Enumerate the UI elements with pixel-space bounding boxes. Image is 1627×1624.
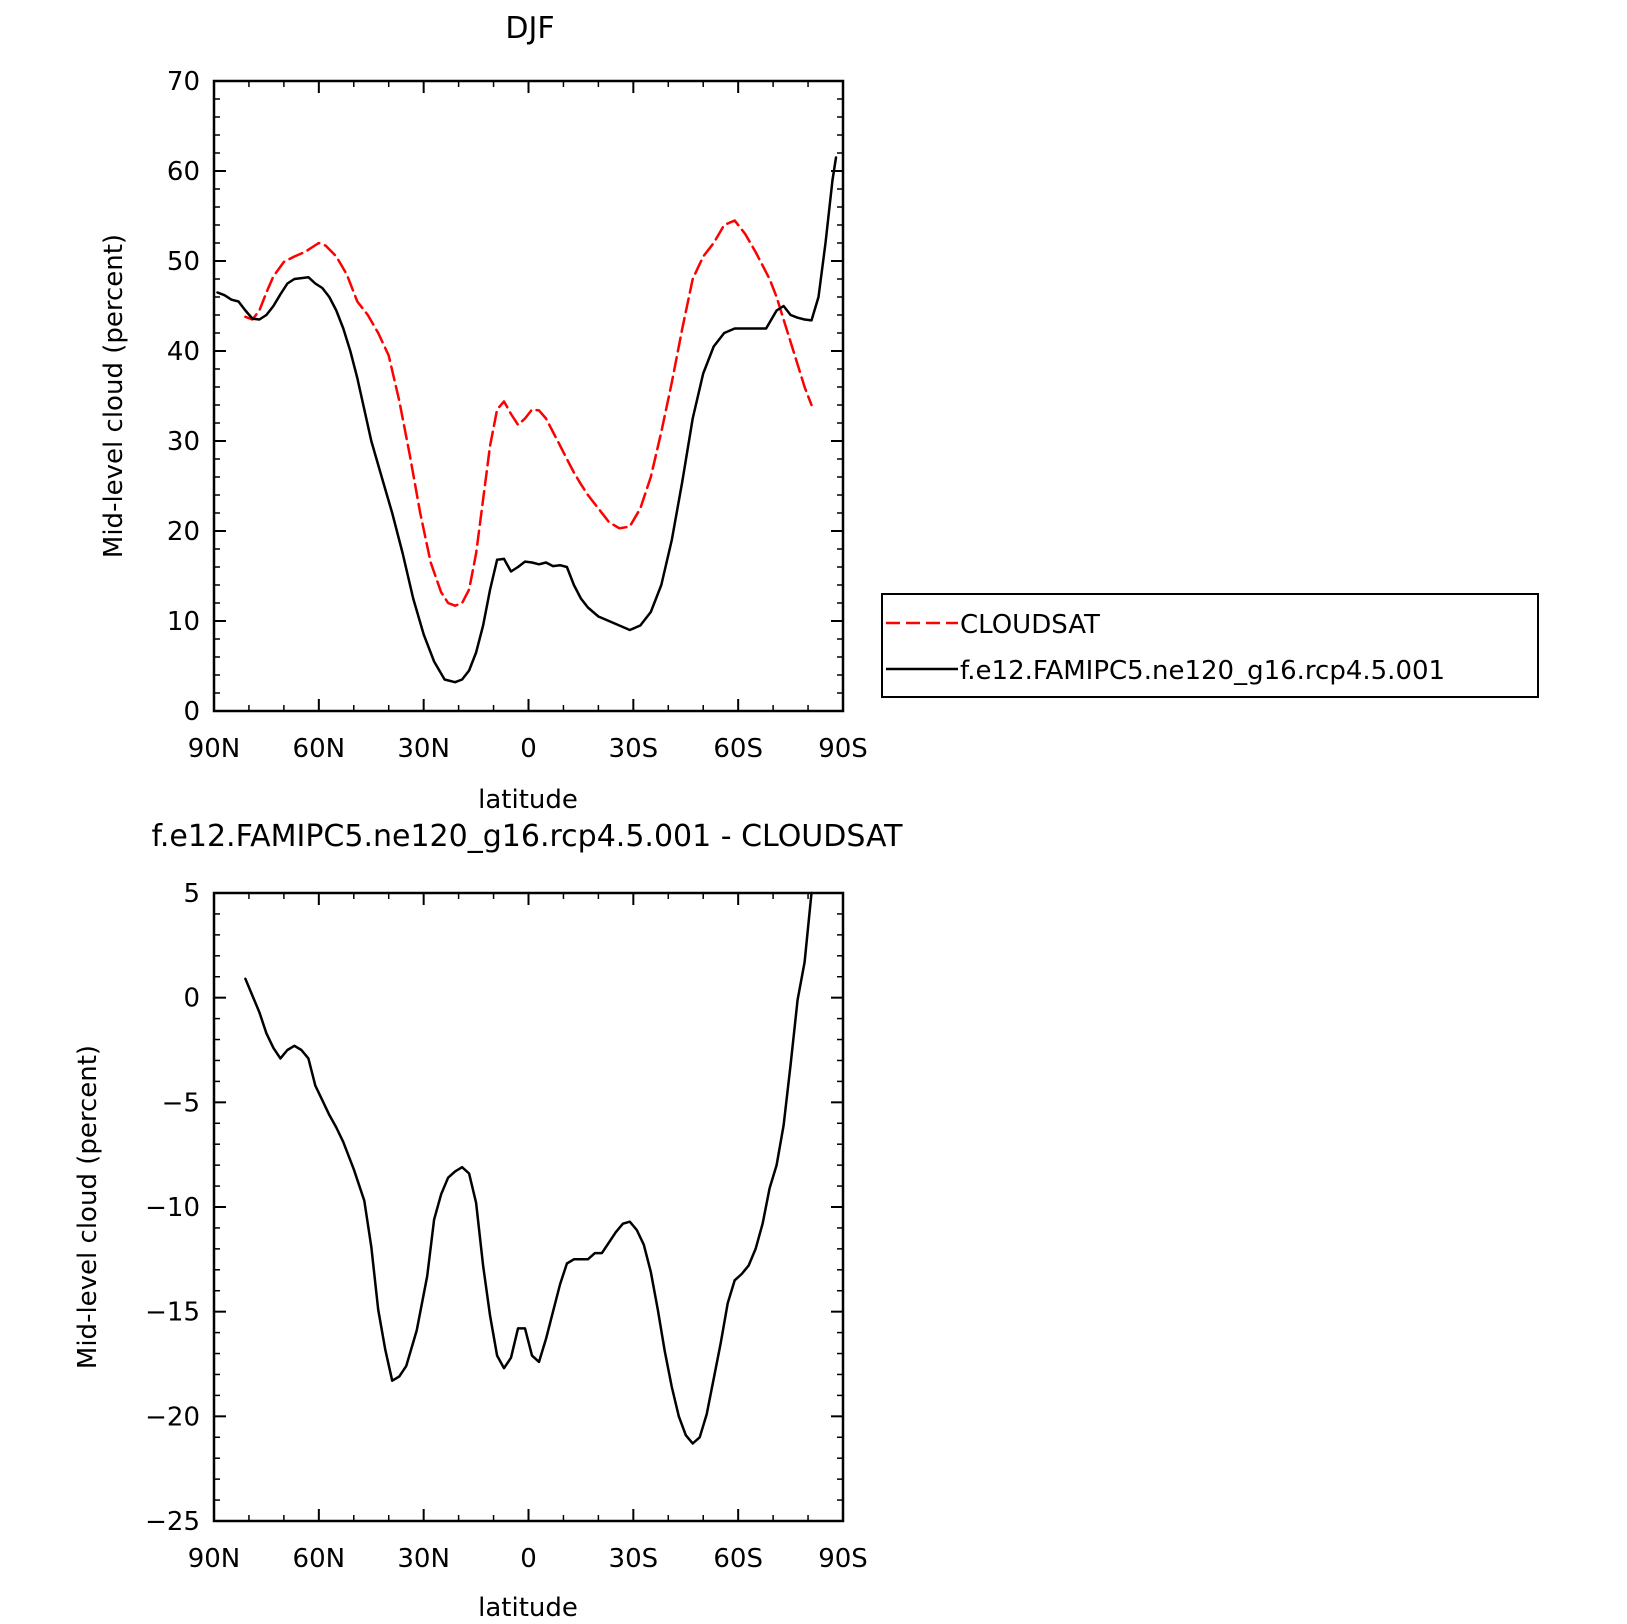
top-panel: DJF 90N 60N 30N 0 30S 60S 90S 010203040506070 … bbox=[99, 11, 1539, 815]
bottom-panel-frame bbox=[212, 891, 845, 1523]
y-tick-label: 70 bbox=[167, 67, 200, 97]
x-tick-label: 60N bbox=[293, 734, 346, 764]
top-panel-y-axis-label: Mid-level cloud (percent) bbox=[99, 234, 129, 558]
legend-box bbox=[881, 593, 1539, 698]
bottom-panel-y-axis-label: Mid-level cloud (percent) bbox=[73, 1045, 103, 1369]
y-tick-label: 0 bbox=[183, 984, 200, 1014]
cloudsat-series-line bbox=[244, 219, 813, 607]
y-tick-label: 40 bbox=[167, 337, 200, 367]
x-tick-label: 90N bbox=[188, 1544, 241, 1574]
x-tick-label: 60S bbox=[713, 734, 763, 764]
x-tick-label: 90N bbox=[188, 734, 241, 764]
top-panel-x-tick-labels: 90N 60N 30N 0 30S 60S 90S bbox=[188, 734, 868, 764]
x-tick-label: 90S bbox=[818, 734, 868, 764]
y-tick-label: −10 bbox=[145, 1193, 200, 1223]
top-panel-frame bbox=[212, 79, 845, 713]
bottom-panel: f.e12.FAMIPC5.ne120_g16.rcp4.5.001 - CLO… bbox=[73, 819, 903, 1623]
y-tick-label: −25 bbox=[145, 1507, 200, 1537]
y-tick-label: 10 bbox=[167, 607, 200, 637]
y-tick-label: 50 bbox=[167, 247, 200, 277]
top-panel-y-tick-labels: 0 10 20 30 40 50 60 70 bbox=[167, 67, 200, 727]
x-tick-label: 60N bbox=[293, 1544, 346, 1574]
y-tick-label: 0 bbox=[183, 697, 200, 727]
x-tick-label: 0 bbox=[520, 1544, 537, 1574]
x-tick-label: 0 bbox=[520, 734, 537, 764]
x-tick-label: 30S bbox=[609, 734, 659, 764]
f-e12-famipc5-ne120-g16-rcp4-5-001-series-line bbox=[216, 156, 838, 684]
y-tick-label: −15 bbox=[145, 1298, 200, 1328]
bottom-panel-title: f.e12.FAMIPC5.ne120_g16.rcp4.5.001 - CLO… bbox=[152, 819, 904, 854]
x-tick-label: 60S bbox=[713, 1544, 763, 1574]
top-panel-x-axis-label: latitude bbox=[478, 785, 578, 815]
x-tick-label: 30N bbox=[397, 734, 450, 764]
difference-series-line bbox=[244, 891, 813, 1445]
bottom-panel-series bbox=[244, 891, 813, 1445]
y-tick-label: 20 bbox=[167, 517, 200, 547]
y-tick-label: 60 bbox=[167, 157, 200, 187]
bottom-panel-x-axis-label: latitude bbox=[478, 1593, 578, 1623]
y-tick-label: 30 bbox=[167, 427, 200, 457]
x-tick-label: 30N bbox=[397, 1544, 450, 1574]
y-tick-label: −5 bbox=[162, 1088, 200, 1118]
legend-label-cloudsat: CLOUDSAT bbox=[960, 610, 1100, 640]
y-tick-label: 5 bbox=[183, 879, 200, 909]
top-panel-series bbox=[216, 156, 838, 684]
legend-label-model: f.e12.FAMIPC5.ne120_g16.rcp4.5.001 bbox=[960, 656, 1445, 686]
top-panel-title: DJF bbox=[505, 11, 554, 46]
bottom-panel-x-tick-labels: 90N 60N 30N 0 30S 60S 90S bbox=[188, 1544, 868, 1574]
x-tick-label: 90S bbox=[818, 1544, 868, 1574]
bottom-panel-y-tick-labels: −25 −20 −15 −10 −5 0 5 bbox=[145, 879, 200, 1537]
legend: CLOUDSAT f.e12.FAMIPC5.ne120_g16.rcp4.5.… bbox=[881, 593, 1539, 698]
y-tick-label: −20 bbox=[145, 1402, 200, 1432]
x-tick-label: 30S bbox=[609, 1544, 659, 1574]
